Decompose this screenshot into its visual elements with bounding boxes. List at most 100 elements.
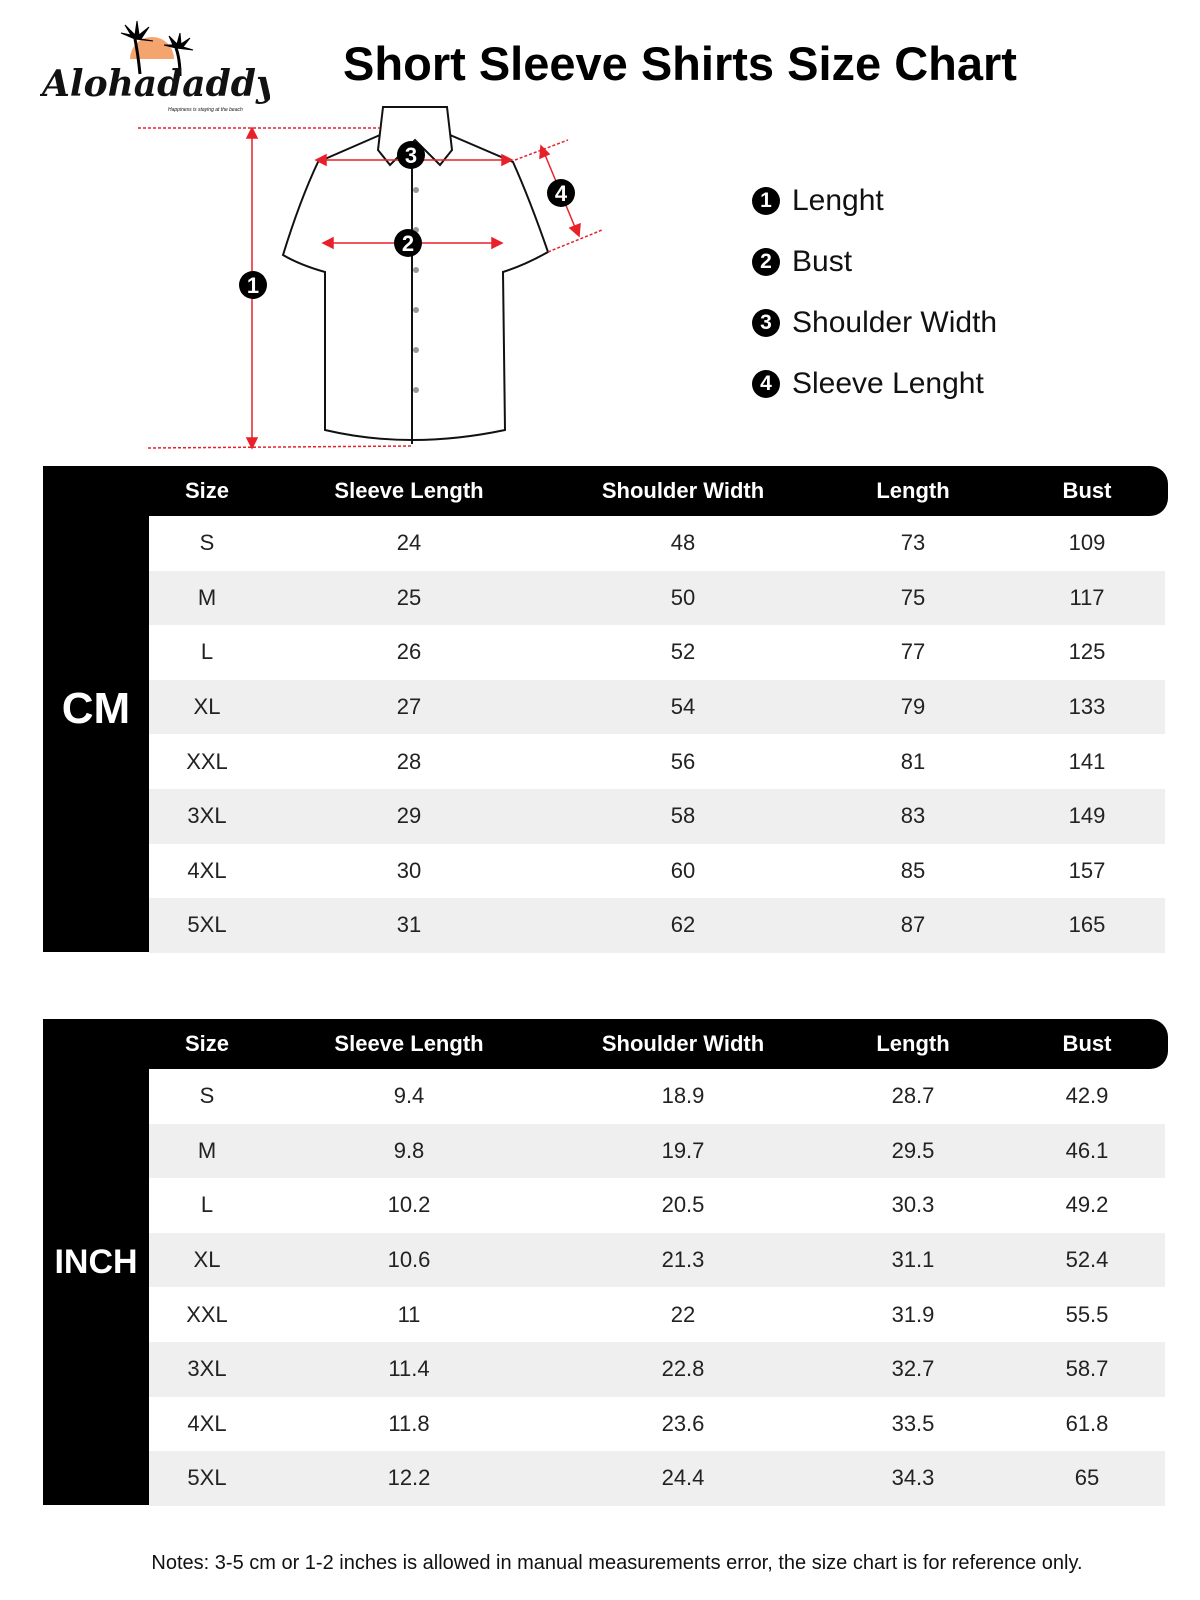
table-row: XXL 11 22 31.9 55.5 [149,1287,1165,1342]
measurement-lines [138,126,603,450]
svg-text:2: 2 [402,231,414,256]
palm-tree-icon [120,20,194,77]
table-cell: 60 [670,857,696,883]
table-cell: 75 [900,584,926,610]
table-cell: 28.7 [891,1083,935,1109]
table-cell: 61.8 [1065,1410,1109,1436]
table-cell: L [200,639,214,665]
table-cell: 18.9 [661,1083,705,1109]
table-cell: 85 [900,857,926,883]
unit-label: CM [43,466,149,952]
table-cell: 48 [670,530,696,556]
table-cell: 29.5 [891,1137,935,1163]
shirt-measurement-diagram: 1 2 3 4 [138,106,603,450]
svg-text:4: 4 [555,181,568,206]
marker-4-icon: 4 [752,370,780,398]
table-cell: 58 [670,803,696,829]
table-cell: 25 [396,584,422,610]
table-cell: S [199,1083,215,1109]
column-header: Sleeve Length [334,478,484,503]
marker-3: 3 [397,141,425,169]
table-cell: 46.1 [1065,1137,1109,1163]
table-cell: 29 [396,803,422,829]
table-cell: 30.3 [891,1192,935,1218]
table-cell: XL [193,1247,221,1273]
column-header: Shoulder Width [601,1031,765,1056]
page-title: Short Sleeve Shirts Size Chart [343,37,1017,90]
column-header: Sleeve Length [334,1031,484,1056]
table-cell: 30 [396,857,422,883]
table-cell: 87 [900,912,926,938]
table-cell: 50 [670,584,696,610]
table-cell: 55.5 [1065,1301,1109,1327]
table-cell: 10.6 [387,1247,431,1273]
table-cell: 133 [1068,694,1106,720]
column-header: Shoulder Width [601,478,765,503]
table-cell: 20.5 [661,1192,705,1218]
marker-3-icon: 3 [752,309,780,337]
table-cell: M [197,584,217,610]
table-cell: 19.7 [661,1137,705,1163]
table-cell: 117 [1069,584,1105,610]
table-cell: 79 [900,694,926,720]
table-row: 5XL 12.2 24.4 34.3 65 [149,1451,1165,1506]
table-cell: 34.3 [891,1465,935,1491]
table-cell: 5XL [187,1465,227,1491]
table-cell: 31.9 [891,1301,935,1327]
table-cell: 42.9 [1065,1083,1109,1109]
notes: Notes: 3-5 cm or 1-2 inches is allowed i… [151,1552,1083,1574]
table-row: XL 10.6 21.3 31.1 52.4 [149,1232,1165,1288]
table-cell: 12.2 [387,1465,431,1491]
brand-logo: Alohadaddy Happiness is staying at the b… [40,20,270,113]
svg-text:1: 1 [247,273,259,298]
legend-item-shoulder-width: 3 Shoulder Width [752,306,998,339]
buttons [413,187,419,393]
table-row: 4XL 30 60 85 157 [149,844,1165,899]
table-header: Size Sleeve Length Shoulder Width Length Bus… [43,466,1168,516]
table-cell: 23.6 [661,1410,705,1436]
marker-4: 4 [547,179,575,207]
table-cell: 141 [1068,748,1106,774]
table-cell: 9.4 [393,1083,425,1109]
table-row: S 24 48 73 109 [149,516,1165,571]
table-row: 3XL 29 58 83 149 [149,788,1165,844]
table-row: XXL 28 56 81 141 [149,734,1165,789]
table-cell: 10.2 [387,1192,431,1218]
table-cell: 4XL [187,857,227,883]
column-header: Bust [1062,1031,1112,1056]
table-cell: 125 [1068,639,1106,665]
size-table-inch: INCH Size Sleeve Length Shoulder Width Lengt… [43,1019,1168,1506]
table-cell: 31.1 [891,1247,935,1273]
table-row: 4XL 11.8 23.6 33.5 61.8 [149,1397,1165,1452]
table-cell: 109 [1068,530,1106,556]
size-table-cm: CM Size Sleeve Length Shoulder Width Length B… [43,466,1168,953]
table-row: XL 27 54 79 133 [149,679,1165,735]
column-header: Size [184,1031,230,1056]
table-cell: 5XL [187,912,227,938]
table-cell: 31 [396,912,422,938]
table-cell: 157 [1068,857,1106,883]
legend-label: Shoulder Width [792,306,998,339]
table-row: S 9.4 18.9 28.7 42.9 [149,1069,1165,1124]
table-cell: 22 [670,1301,696,1327]
marker-2-icon: 2 [752,248,780,276]
table-cell: 52 [670,639,696,665]
table-cell: XXL [186,748,228,774]
legend-label: Sleeve Lenght [792,367,984,400]
table-cell: 77 [900,639,926,665]
table-cell: 73 [900,530,926,556]
column-header: Length [876,478,950,503]
table-cell: L [200,1192,214,1218]
table-cell: 26 [396,639,422,665]
svg-text:3: 3 [405,143,417,168]
table-cell: 54 [670,694,696,720]
measurement-legend: 1 Lenght 2 Bust 3 Shoulder Width 4 Sleeve Le… [752,184,998,430]
table-cell: 11.4 [388,1356,430,1382]
marker-1: 1 [239,271,267,299]
table-cell: 65 [1074,1465,1100,1491]
column-header: Length [876,1031,950,1056]
shirt-outline [281,106,550,444]
table-cell: 3XL [187,803,227,829]
table-cell: 3XL [187,1356,227,1382]
table-row: 3XL 11.4 22.8 32.7 58.7 [149,1341,1165,1397]
